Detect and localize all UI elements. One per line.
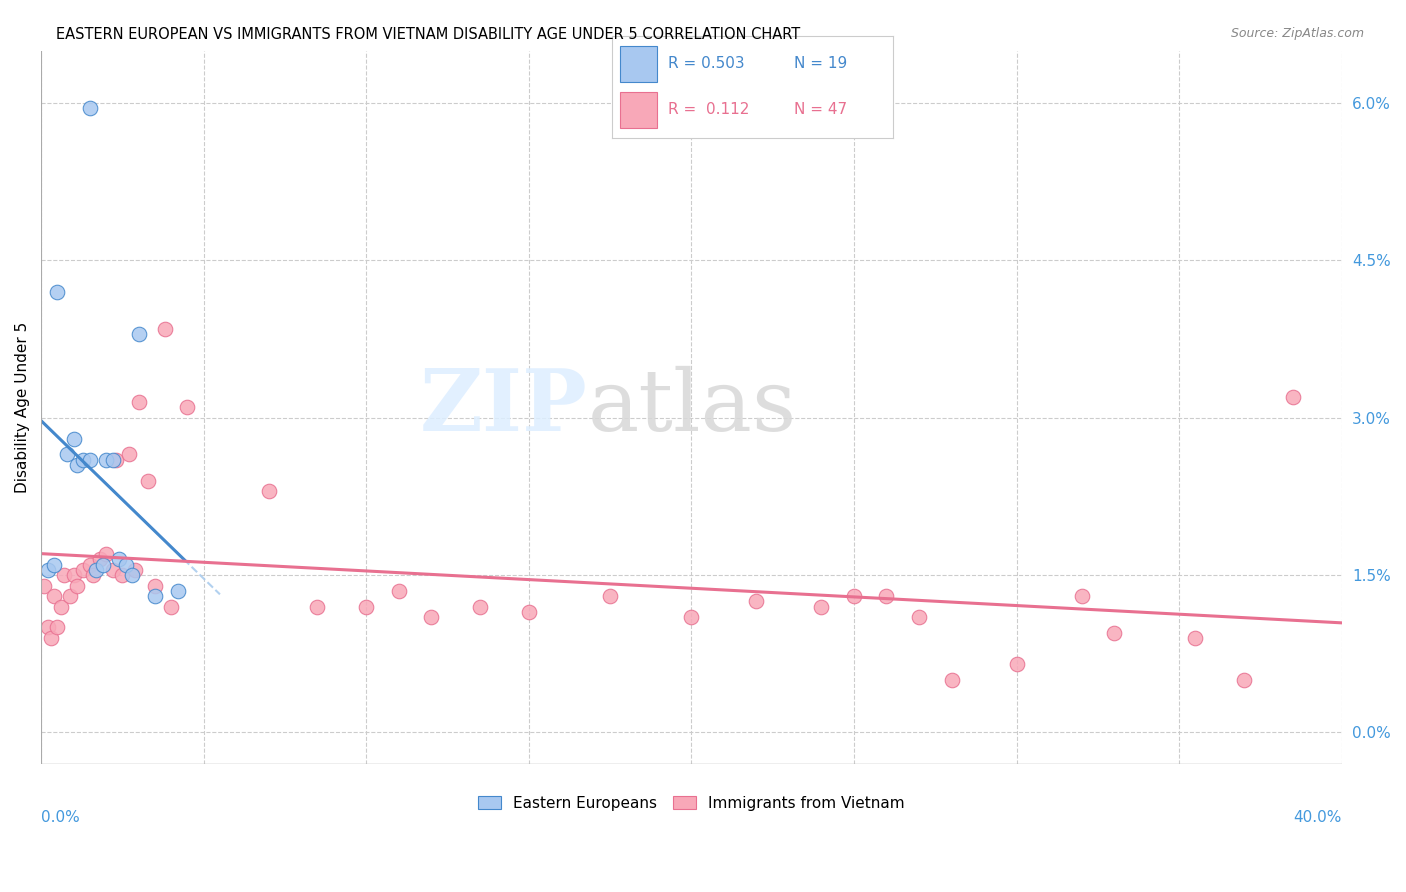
Point bbox=[79, 101, 101, 115]
Point bbox=[420, 610, 443, 624]
Point bbox=[89, 552, 111, 566]
Point bbox=[118, 447, 141, 461]
Text: atlas: atlas bbox=[588, 366, 796, 449]
Point bbox=[354, 599, 377, 614]
Point bbox=[82, 568, 104, 582]
Point bbox=[56, 447, 79, 461]
Point bbox=[86, 563, 108, 577]
Legend: Eastern Europeans, Immigrants from Vietnam: Eastern Europeans, Immigrants from Vietn… bbox=[472, 789, 911, 817]
Point bbox=[908, 610, 931, 624]
Text: 40.0%: 40.0% bbox=[1294, 810, 1341, 825]
Point bbox=[94, 547, 117, 561]
Point bbox=[599, 589, 621, 603]
Point bbox=[79, 452, 101, 467]
Point bbox=[34, 578, 56, 592]
Point bbox=[517, 605, 540, 619]
Point bbox=[104, 452, 127, 467]
Text: N = 19: N = 19 bbox=[794, 56, 848, 70]
Point bbox=[842, 589, 865, 603]
Point bbox=[37, 620, 59, 634]
Point bbox=[1070, 589, 1092, 603]
Point bbox=[101, 563, 124, 577]
Point bbox=[49, 599, 72, 614]
Point bbox=[79, 558, 101, 572]
Point bbox=[681, 610, 703, 624]
Point bbox=[66, 578, 89, 592]
Point bbox=[307, 599, 329, 614]
Point bbox=[42, 589, 65, 603]
Point bbox=[143, 589, 166, 603]
Point bbox=[128, 326, 150, 341]
Y-axis label: Disability Age Under 5: Disability Age Under 5 bbox=[15, 322, 30, 493]
Point bbox=[94, 452, 117, 467]
Point bbox=[128, 395, 150, 409]
Point bbox=[42, 558, 65, 572]
Point bbox=[62, 432, 84, 446]
Point bbox=[388, 583, 411, 598]
Point bbox=[124, 563, 146, 577]
Text: EASTERN EUROPEAN VS IMMIGRANTS FROM VIETNAM DISABILITY AGE UNDER 5 CORRELATION C: EASTERN EUROPEAN VS IMMIGRANTS FROM VIET… bbox=[56, 27, 800, 42]
Point bbox=[810, 599, 832, 614]
Text: N = 47: N = 47 bbox=[794, 102, 848, 117]
Text: R =  0.112: R = 0.112 bbox=[668, 102, 749, 117]
Point bbox=[46, 285, 69, 299]
Point bbox=[72, 563, 94, 577]
Point bbox=[176, 401, 198, 415]
Point bbox=[114, 558, 136, 572]
Point bbox=[52, 568, 75, 582]
Point bbox=[111, 568, 134, 582]
Point bbox=[72, 452, 94, 467]
Point bbox=[138, 474, 160, 488]
Point bbox=[37, 563, 59, 577]
Point bbox=[1184, 631, 1206, 645]
Point bbox=[941, 673, 963, 687]
Point bbox=[257, 484, 280, 499]
Point bbox=[101, 452, 124, 467]
Point bbox=[108, 552, 131, 566]
Point bbox=[46, 620, 69, 634]
Point bbox=[121, 568, 143, 582]
Point bbox=[468, 599, 491, 614]
Point bbox=[59, 589, 82, 603]
Point bbox=[160, 599, 183, 614]
Text: R = 0.503: R = 0.503 bbox=[668, 56, 744, 70]
Point bbox=[153, 321, 176, 335]
Point bbox=[1233, 673, 1256, 687]
FancyBboxPatch shape bbox=[620, 92, 657, 128]
Text: Source: ZipAtlas.com: Source: ZipAtlas.com bbox=[1230, 27, 1364, 40]
Point bbox=[1005, 657, 1028, 672]
Text: 0.0%: 0.0% bbox=[41, 810, 80, 825]
Point bbox=[1282, 390, 1305, 404]
Point bbox=[91, 558, 114, 572]
FancyBboxPatch shape bbox=[620, 46, 657, 82]
Point bbox=[745, 594, 768, 608]
Point bbox=[62, 568, 84, 582]
Text: ZIP: ZIP bbox=[419, 365, 588, 450]
Point bbox=[166, 583, 188, 598]
Point bbox=[66, 458, 89, 472]
Point bbox=[1102, 625, 1125, 640]
Point bbox=[876, 589, 898, 603]
Point bbox=[143, 578, 166, 592]
Point bbox=[39, 631, 62, 645]
